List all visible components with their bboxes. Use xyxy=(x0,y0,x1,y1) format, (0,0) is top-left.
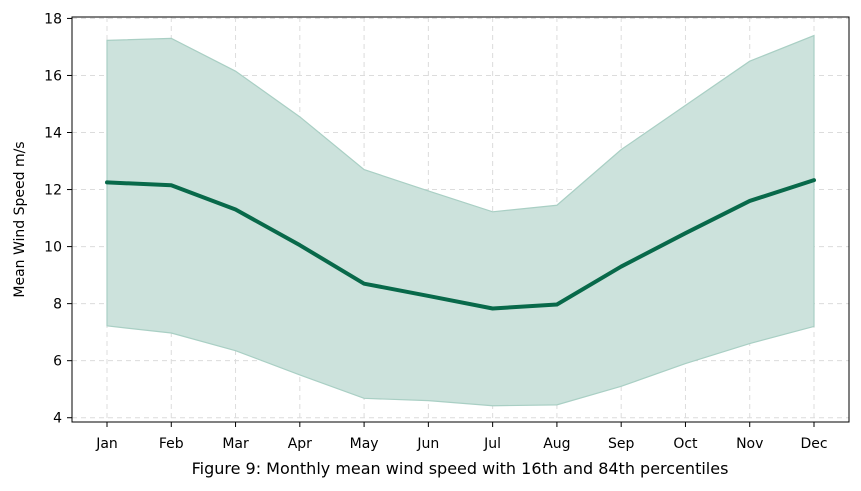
x-tick-label: May xyxy=(350,436,379,452)
y-tick-label: 4 xyxy=(53,411,62,427)
y-tick-label: 14 xyxy=(44,126,62,142)
plot-frame xyxy=(71,16,850,423)
y-tick-label: 6 xyxy=(53,354,62,370)
x-tick-label: Sep xyxy=(608,436,635,452)
figure-caption: Figure 9: Monthly mean wind speed with 1… xyxy=(192,459,729,478)
tick-layer: Jan Feb Mar Apr May Jun Jul Aug Sep Oct Nov Dec 4 6 8 1… xyxy=(44,11,827,452)
x-tick-label: Jun xyxy=(416,436,439,452)
y-tick-label: 8 xyxy=(53,297,62,313)
y-tick-label: 16 xyxy=(44,68,62,84)
y-axis-label: Mean Wind Speed m/s xyxy=(12,141,28,297)
percentile-band xyxy=(106,34,815,407)
x-tick-label: Dec xyxy=(800,436,827,452)
y-tick-label: 12 xyxy=(44,183,62,199)
mean-wind-speed-line xyxy=(105,178,816,311)
x-tick-label: Jan xyxy=(95,436,118,452)
band-layer xyxy=(106,34,815,407)
x-tick-label: Oct xyxy=(673,436,698,452)
x-tick-label: Apr xyxy=(288,436,312,452)
x-tick-label: Mar xyxy=(222,436,249,452)
x-tick-label: Nov xyxy=(736,436,763,452)
line-layer xyxy=(105,178,816,311)
y-tick-label: 10 xyxy=(44,240,62,256)
x-tick-label: Feb xyxy=(159,436,184,452)
x-tick-label: Jul xyxy=(483,436,501,452)
x-tick-label: Aug xyxy=(543,436,570,452)
y-tick-label: 18 xyxy=(44,11,62,27)
